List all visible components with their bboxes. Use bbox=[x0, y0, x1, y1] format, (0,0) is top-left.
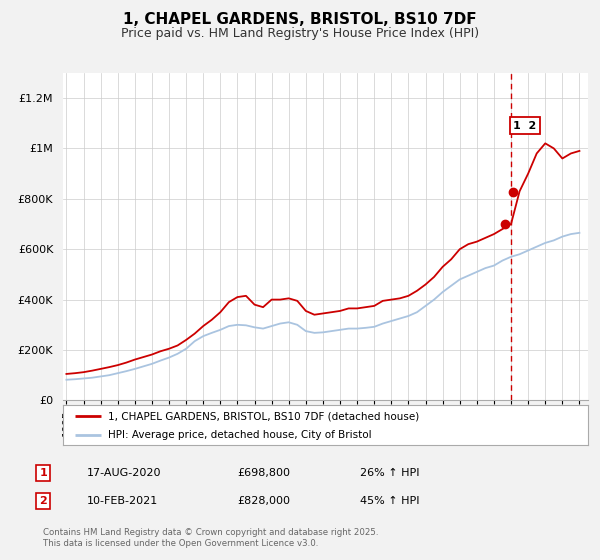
Text: 1: 1 bbox=[40, 468, 47, 478]
Text: 2: 2 bbox=[40, 496, 47, 506]
Text: Price paid vs. HM Land Registry's House Price Index (HPI): Price paid vs. HM Land Registry's House … bbox=[121, 27, 479, 40]
Text: 17-AUG-2020: 17-AUG-2020 bbox=[87, 468, 161, 478]
Text: HPI: Average price, detached house, City of Bristol: HPI: Average price, detached house, City… bbox=[107, 430, 371, 440]
Text: 1  2: 1 2 bbox=[513, 121, 536, 130]
Text: Contains HM Land Registry data © Crown copyright and database right 2025.
This d: Contains HM Land Registry data © Crown c… bbox=[43, 528, 379, 548]
Text: 26% ↑ HPI: 26% ↑ HPI bbox=[360, 468, 419, 478]
Text: 10-FEB-2021: 10-FEB-2021 bbox=[87, 496, 158, 506]
Text: 1, CHAPEL GARDENS, BRISTOL, BS10 7DF: 1, CHAPEL GARDENS, BRISTOL, BS10 7DF bbox=[123, 12, 477, 27]
Text: £828,000: £828,000 bbox=[237, 496, 290, 506]
Text: £698,800: £698,800 bbox=[237, 468, 290, 478]
Text: 1, CHAPEL GARDENS, BRISTOL, BS10 7DF (detached house): 1, CHAPEL GARDENS, BRISTOL, BS10 7DF (de… bbox=[107, 411, 419, 421]
Text: 45% ↑ HPI: 45% ↑ HPI bbox=[360, 496, 419, 506]
